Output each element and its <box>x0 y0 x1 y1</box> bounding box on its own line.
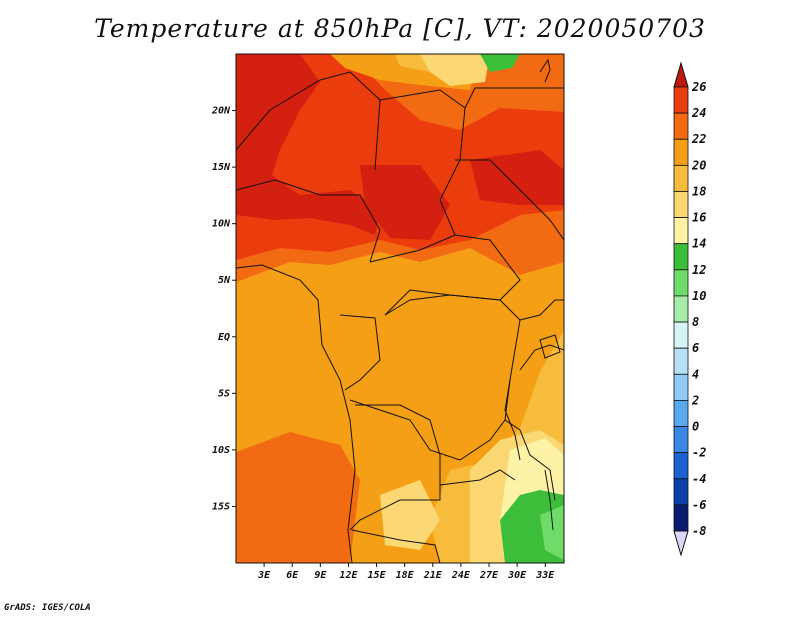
field-band-sw-22to24 <box>236 432 360 563</box>
colorbar-swatch <box>673 112 689 140</box>
colorbar-swatch <box>673 191 689 218</box>
lon-tick-label: 9E <box>314 570 327 581</box>
field-band-gt26 <box>236 54 380 235</box>
lon-tick-label: 18E <box>396 570 415 581</box>
colorbar-level-label: 24 <box>691 106 706 120</box>
colorbar-level-label: 26 <box>691 80 706 94</box>
colorbar-level-label: 8 <box>692 315 699 329</box>
border-car <box>369 234 521 316</box>
border-mali-niger <box>236 71 381 171</box>
field-band-16to18 <box>420 54 490 86</box>
lon-tick-label: 30E <box>507 570 527 581</box>
lake-malawi <box>544 469 554 531</box>
border-congo <box>339 314 381 391</box>
colorbar-level-label: -2 <box>692 446 706 460</box>
field-band-gt26-east <box>360 165 450 240</box>
colorbar-swatch <box>673 400 689 427</box>
colorbar-level-label: 12 <box>692 263 706 277</box>
lat-tick-label: 20N <box>211 106 231 117</box>
colorbar-level-label: 10 <box>692 289 706 303</box>
colorbar-level-label: 2 <box>691 393 699 407</box>
lat-tick-label: 10S <box>212 445 230 456</box>
colorbar-level-label: 18 <box>692 184 706 198</box>
colorbar-swatch <box>673 138 689 166</box>
colorbar-swatch <box>673 164 689 192</box>
colorbar-level-label: -4 <box>692 472 706 486</box>
lat-tick-label: EQ <box>218 332 230 343</box>
lon-tick-label: 3E <box>257 570 271 581</box>
grads-credit: GrADS: IGES/COLA <box>4 603 91 613</box>
colorbar-swatch <box>673 452 689 480</box>
colorbar-swatch <box>673 295 689 323</box>
lon-tick-label: 24E <box>451 570 471 581</box>
border-namibia <box>351 529 441 563</box>
lat-tick-label: 5N <box>218 275 231 286</box>
colorbar-level-label: 4 <box>692 367 699 381</box>
lon-tick-label: 6E <box>286 570 299 581</box>
longitude-axis: 3E 6E 9E 12E 15E 18E 21E 24E 27E 30E 33E <box>257 563 555 581</box>
colorbar-swatch <box>673 373 689 401</box>
field-band-green-north <box>480 54 520 72</box>
coast-ne-red-sea <box>539 58 551 83</box>
map-frame <box>235 53 565 564</box>
lon-tick-label: 27E <box>479 570 499 581</box>
border-chad-sudan <box>464 87 564 109</box>
colorbar-swatch <box>673 269 689 297</box>
lon-tick-label: 12E <box>339 570 358 581</box>
colorbar-level-label: 0 <box>692 420 699 434</box>
temperature-field <box>236 54 564 563</box>
lat-tick-label: 15N <box>212 162 231 173</box>
lon-tick-label: 33E <box>535 570 555 581</box>
colorbar-swatch <box>673 478 689 506</box>
field-band-green-10to12 <box>540 505 564 560</box>
border-nigeria <box>236 179 381 263</box>
colorbar-swatch <box>673 86 689 114</box>
lat-tick-label: 10N <box>212 219 231 230</box>
colorbar-level-label: -6 <box>692 498 706 512</box>
lake-victoria <box>539 334 561 359</box>
colorbar-level-label: 6 <box>692 341 699 355</box>
colorbar-swatch <box>673 243 689 271</box>
lake-tanganyika <box>504 379 521 461</box>
chart-title: Temperature at 850hPa [C], VT: 202005070… <box>94 14 706 43</box>
lat-tick-label: 5S <box>218 388 230 399</box>
colorbar-level-label: -8 <box>692 524 706 538</box>
colorbar-swatch <box>673 504 689 532</box>
colorbar-min-arrow <box>673 530 689 557</box>
country-borders <box>236 58 564 563</box>
colorbar-swatch <box>673 321 689 349</box>
field-band-south-16to18 <box>380 480 440 550</box>
colorbar-level-label: 22 <box>691 132 706 146</box>
lat-tick-label: 15S <box>212 501 230 512</box>
colorbar-level-label: 14 <box>692 237 706 251</box>
border-niger-chad <box>379 89 466 236</box>
border-sudan-south <box>455 159 564 241</box>
colorbar-level-label: 16 <box>692 211 706 225</box>
coastline-west <box>236 264 356 563</box>
border-zambia <box>439 469 516 486</box>
lon-tick-label: 15E <box>368 570 387 581</box>
colorbar-swatch <box>673 347 689 375</box>
colorbar-swatch <box>673 217 689 245</box>
lon-tick-label: 21E <box>423 570 443 581</box>
colorbar-level-label: 20 <box>691 158 706 172</box>
colorbar-max-arrow <box>673 61 689 88</box>
latitude-axis: 20N 15N 10N 5N EQ 5S 10S 15S <box>211 106 236 512</box>
border-angola <box>349 404 441 531</box>
colorbar-swatch <box>673 426 689 454</box>
